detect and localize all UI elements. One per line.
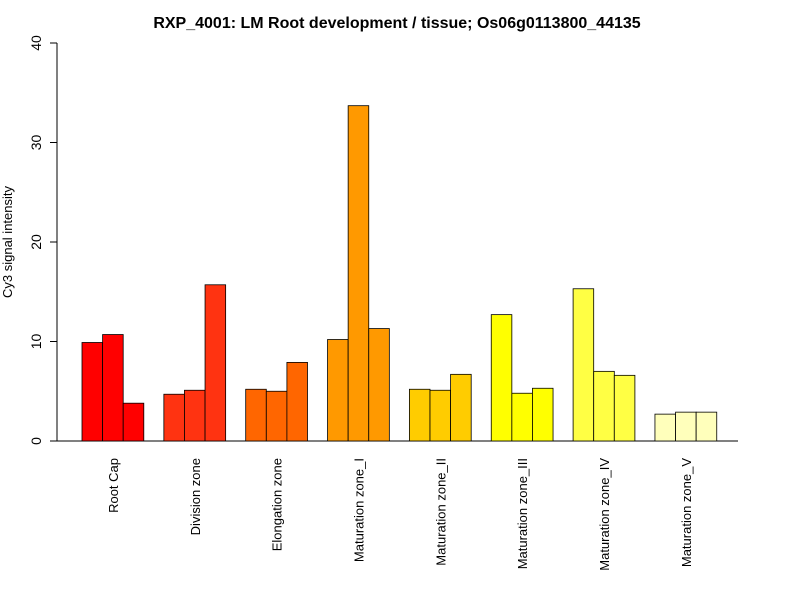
bar xyxy=(593,370,615,442)
category-label: Maturation zone_V xyxy=(679,458,694,567)
bar xyxy=(429,389,452,442)
y-tick-label: 40 xyxy=(28,35,44,51)
bar xyxy=(347,105,370,442)
bar xyxy=(572,288,595,442)
bar xyxy=(245,388,267,442)
bar xyxy=(490,314,513,442)
y-tick-label: 0 xyxy=(28,437,44,445)
bar xyxy=(613,374,636,442)
y-tick-label: 30 xyxy=(28,135,44,151)
bar xyxy=(695,411,718,442)
y-axis: 0 10 20 30 40 xyxy=(28,35,58,445)
bar xyxy=(450,373,472,442)
bar xyxy=(102,334,124,442)
bar xyxy=(654,413,676,442)
y-axis-label: Cy3 signal intensity xyxy=(0,186,15,298)
bar xyxy=(184,389,206,442)
category-label: Maturation zone_I xyxy=(351,458,366,562)
category-label: Division zone xyxy=(188,458,203,535)
bar xyxy=(286,361,308,442)
category-label: Root Cap xyxy=(106,458,121,513)
bar xyxy=(408,388,431,442)
bar xyxy=(81,342,104,442)
category-label: Maturation zone_II xyxy=(433,458,448,566)
bar xyxy=(675,411,697,442)
bar xyxy=(368,328,390,442)
y-tick-label: 20 xyxy=(28,234,44,250)
category-labels: Root Cap Division zone Elongation zone Matu… xyxy=(106,458,694,571)
chart-title: RXP_4001: LM Root development / tissue; … xyxy=(153,15,640,32)
bars xyxy=(81,105,718,442)
bar xyxy=(122,402,145,442)
y-tick-label: 10 xyxy=(28,334,44,350)
bar xyxy=(511,392,533,442)
bar xyxy=(204,284,227,442)
category-label: Maturation zone_III xyxy=(515,458,530,569)
category-label: Elongation zone xyxy=(270,458,285,551)
bar xyxy=(532,387,554,442)
bar xyxy=(163,393,185,442)
bar xyxy=(265,390,288,442)
category-label: Maturation zone_IV xyxy=(597,458,612,571)
bar xyxy=(327,339,349,442)
